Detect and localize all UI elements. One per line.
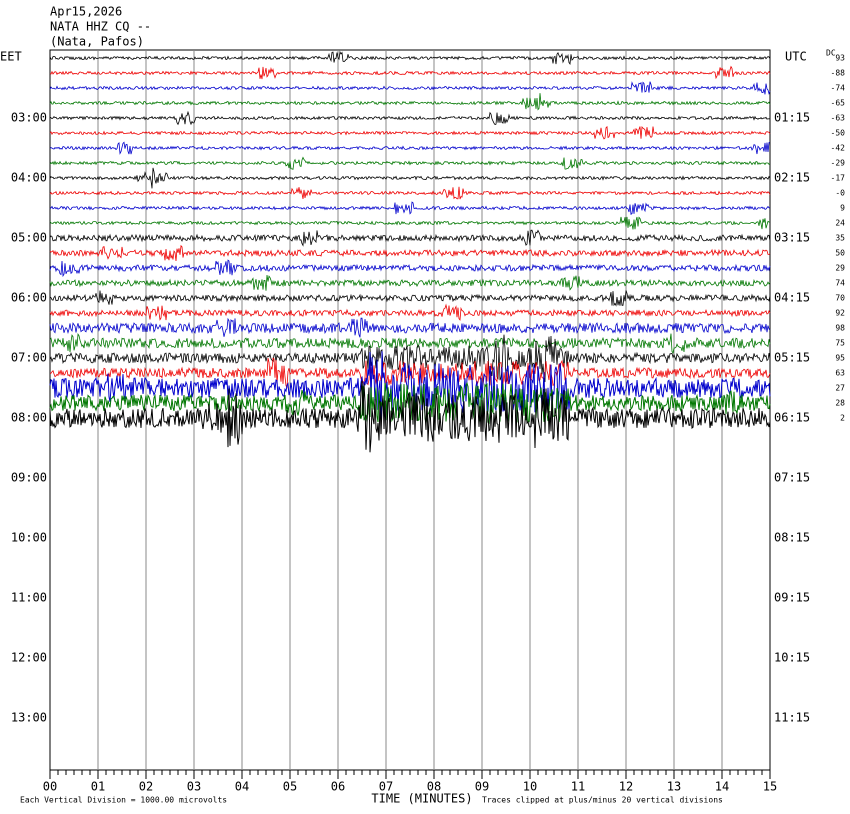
- dc-offset: 9: [840, 204, 845, 213]
- trace: [50, 187, 770, 199]
- dc-offset: -17: [831, 174, 846, 183]
- left-time-label: 03:00: [11, 111, 47, 125]
- dc-offset: 98: [835, 324, 845, 333]
- trace: [50, 158, 770, 170]
- trace: [50, 230, 770, 245]
- trace: [50, 246, 770, 261]
- dc-offset: 70: [835, 294, 845, 303]
- x-tick-label: 09: [475, 780, 489, 794]
- x-tick-label: 05: [283, 780, 297, 794]
- trace: [50, 142, 770, 154]
- trace: [50, 260, 770, 276]
- dc-offset: 27: [835, 384, 845, 393]
- right-time-label: 05:15: [774, 351, 810, 365]
- x-tick-label: 04: [235, 780, 249, 794]
- date: Apr15,2026: [50, 5, 122, 19]
- trace: [50, 305, 770, 320]
- left-time-label: 04:00: [11, 171, 47, 185]
- x-tick-label: 13: [667, 780, 681, 794]
- right-time-label: 07:15: [774, 471, 810, 485]
- right-time-label: 02:15: [774, 171, 810, 185]
- x-axis-title: TIME (MINUTES): [371, 792, 472, 806]
- trace: [50, 127, 770, 139]
- left-time-label: 11:00: [11, 591, 47, 605]
- x-tick-label: 15: [763, 780, 777, 794]
- trace: [50, 290, 770, 305]
- x-tick-label: 06: [331, 780, 345, 794]
- dc-offset: -88: [831, 69, 846, 78]
- dc-offset: 93: [835, 54, 845, 63]
- x-tick-label: 00: [43, 780, 57, 794]
- x-tick-label: 07: [379, 780, 393, 794]
- dc-offset: -74: [831, 84, 846, 93]
- left-time-label: 10:00: [11, 531, 47, 545]
- dc-offset: 35: [835, 234, 845, 243]
- left-time-label: 13:00: [11, 711, 47, 725]
- dc-offset: -0: [835, 189, 845, 198]
- dc-offset: 95: [835, 354, 845, 363]
- dc-offset: -42: [831, 144, 846, 153]
- clip-note: Traces clipped at plus/minus 20 vertical…: [482, 796, 723, 805]
- trace: [50, 318, 770, 337]
- left-time-label: 05:00: [11, 231, 47, 245]
- dc-offset: -63: [831, 114, 846, 123]
- dc-offset: 2: [840, 414, 845, 423]
- left-time-label: 06:00: [11, 291, 47, 305]
- dc-offset: -50: [831, 129, 846, 138]
- right-time-label: 10:15: [774, 651, 810, 665]
- dc-offset: 75: [835, 339, 845, 348]
- x-tick-label: 14: [715, 780, 729, 794]
- left-timezone: EET: [0, 50, 22, 64]
- trace: [50, 275, 770, 291]
- right-time-label: 08:15: [774, 531, 810, 545]
- trace: [50, 52, 770, 64]
- x-tick-label: 10: [523, 780, 537, 794]
- trace: [50, 82, 770, 95]
- right-time-label: 03:15: [774, 231, 810, 245]
- right-time-label: 01:15: [774, 111, 810, 125]
- dc-offset: 28: [835, 399, 845, 408]
- dc-title: DC: [826, 49, 836, 58]
- dc-offset: 74: [835, 279, 845, 288]
- station: NATA HHZ CQ --: [50, 20, 151, 34]
- dc-offset: -65: [831, 99, 846, 108]
- left-time-label: 12:00: [11, 651, 47, 665]
- right-time-label: 11:15: [774, 711, 810, 725]
- trace: [50, 168, 770, 189]
- x-tick-label: 01: [91, 780, 105, 794]
- trace: [50, 202, 770, 214]
- trace: [50, 93, 770, 110]
- trace: [50, 67, 770, 80]
- left-time-label: 09:00: [11, 471, 47, 485]
- dc-offset: 63: [835, 369, 845, 378]
- right-timezone: UTC: [785, 50, 807, 64]
- x-tick-label: 11: [571, 780, 585, 794]
- x-tick-label: 12: [619, 780, 633, 794]
- plot-frame: [50, 50, 770, 770]
- dc-offset: 92: [835, 309, 845, 318]
- dc-offset: 24: [835, 219, 845, 228]
- location: (Nata, Pafos): [50, 35, 144, 49]
- trace: [50, 112, 770, 124]
- x-tick-label: 03: [187, 780, 201, 794]
- dc-offset: -29: [831, 159, 846, 168]
- x-tick-label: 08: [427, 780, 441, 794]
- right-time-label: 04:15: [774, 291, 810, 305]
- right-time-label: 06:15: [774, 411, 810, 425]
- dc-offset: 29: [835, 264, 845, 273]
- trace: [50, 217, 770, 230]
- right-time-label: 09:15: [774, 591, 810, 605]
- dc-offset: 50: [835, 249, 845, 258]
- scale-note: Each Vertical Division = 1000.00 microvo…: [20, 796, 227, 805]
- helicorder: Apr15,2026 NATA HHZ CQ -- (Nata, Pafos) …: [0, 0, 850, 814]
- left-time-label: 08:00: [11, 411, 47, 425]
- x-tick-label: 02: [139, 780, 153, 794]
- left-time-label: 07:00: [11, 351, 47, 365]
